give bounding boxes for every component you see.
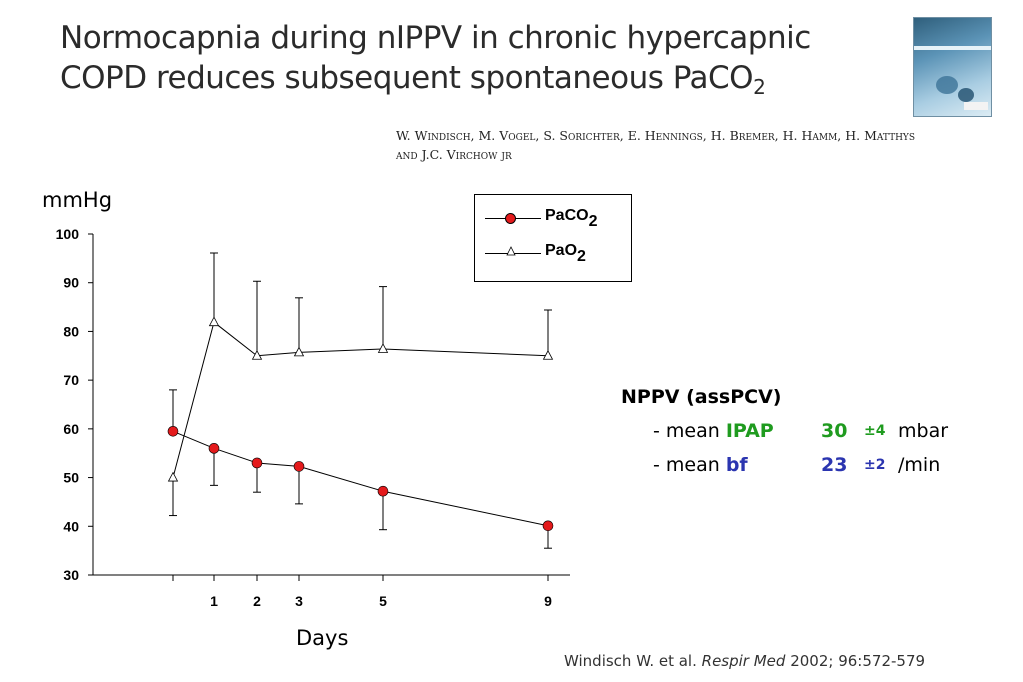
- citation: Windisch W. et al. Respir Med 2002; 96:5…: [564, 652, 925, 670]
- cover-graphic: [936, 76, 958, 94]
- paco2-data-point: [542, 520, 554, 532]
- y-axis-label: mmHg: [42, 188, 113, 212]
- y-tick-label: 80: [63, 323, 79, 339]
- legend-item-paco2: PaCO2: [475, 205, 631, 231]
- cover-label: [964, 102, 988, 110]
- slide-title: Normocapnia during nIPPV in chronic hype…: [60, 18, 860, 107]
- cover-graphic: [958, 88, 974, 102]
- pao2-data-point: [208, 316, 220, 327]
- bf-label: bf: [725, 454, 748, 476]
- legend-label: PaO2: [545, 242, 586, 266]
- bf-sd: ±2: [864, 457, 886, 473]
- citation-details: 2002; 96:572-579: [790, 652, 926, 670]
- x-tick-label: 2: [253, 593, 261, 609]
- y-tick-label: 30: [63, 567, 79, 583]
- bf-unit: /min: [898, 454, 941, 476]
- pao2-data-point: [167, 471, 179, 482]
- title-subscript: 2: [753, 75, 766, 99]
- nppv-settings: NPPV (assPCV) - mean IPAP 30 ±4 mbar - mean…: [621, 386, 1021, 482]
- paco2-data-point: [208, 443, 220, 454]
- citation-journal: Respir Med: [701, 652, 786, 670]
- legend-triangle-marker: [506, 246, 516, 256]
- journal-cover-image: [913, 17, 992, 117]
- legend-label-sub: 2: [577, 248, 586, 265]
- ipap-sd: ±4: [864, 423, 886, 439]
- x-tick-label: 3: [295, 593, 303, 609]
- pao2-data-point: [542, 349, 554, 360]
- bf-value: 23: [821, 454, 848, 476]
- y-tick-label: 100: [56, 226, 80, 242]
- y-tick-label: 50: [63, 470, 79, 486]
- paco2-series-line: [172, 430, 549, 527]
- x-tick-label: 5: [379, 593, 387, 609]
- y-tick-label: 90: [63, 275, 79, 291]
- ipap-label: IPAP: [725, 420, 774, 442]
- bf-row: - mean bf 23 ±2/min: [653, 448, 1021, 482]
- pao2-series-line: [172, 321, 549, 478]
- x-axis-label: Days: [296, 626, 349, 650]
- pao2-data-point: [377, 343, 389, 353]
- x-tick-label: 1: [210, 593, 218, 609]
- author-list: W. Windisch, M. Vogel, S. Sorichter, E. …: [396, 126, 1016, 164]
- pao2-data-point: [251, 349, 263, 360]
- legend-label: PaCO2: [545, 207, 597, 231]
- citation-authors: Windisch W. et al.: [564, 652, 697, 670]
- title-line-1: Normocapnia during nIPPV in chronic hype…: [60, 20, 811, 56]
- legend-label-main: PaO: [545, 242, 578, 259]
- legend-label-sub: 2: [588, 213, 598, 230]
- legend-label-main: PaCO: [545, 207, 589, 224]
- ipap-prefix: - mean: [653, 420, 726, 442]
- author-line-1: W. Windisch, M. Vogel, S. Sorichter, E. …: [396, 128, 916, 143]
- nppv-heading: NPPV (assPCV): [621, 386, 782, 408]
- ipap-unit: mbar: [898, 420, 949, 442]
- ipap-value: 30: [821, 420, 848, 442]
- legend-item-pao2: PaO2: [475, 240, 631, 266]
- chart-legend: PaCO2 PaO2: [474, 194, 632, 282]
- title-line-2-text: COPD reduces subsequent spontaneous PaCO: [60, 60, 754, 96]
- paco2-data-point: [167, 425, 179, 437]
- legend-circle-marker: [505, 213, 516, 224]
- cover-band: [914, 46, 991, 50]
- paco2-data-point: [377, 485, 389, 497]
- y-tick-label: 40: [63, 518, 79, 534]
- author-line-2: and J.C. Virchow jr: [396, 147, 512, 162]
- paco2-data-point: [293, 461, 305, 472]
- bf-prefix: - mean: [653, 454, 726, 476]
- title-line-2: COPD reduces subsequent spontaneous PaCO…: [60, 58, 860, 107]
- y-tick-label: 70: [63, 372, 79, 388]
- y-tick-label: 60: [63, 421, 79, 437]
- pao2-data-point: [293, 346, 305, 357]
- x-tick-label: 9: [544, 593, 552, 609]
- paco2-data-point: [251, 457, 263, 469]
- ipap-row: - mean IPAP 30 ±4 mbar: [653, 414, 1021, 448]
